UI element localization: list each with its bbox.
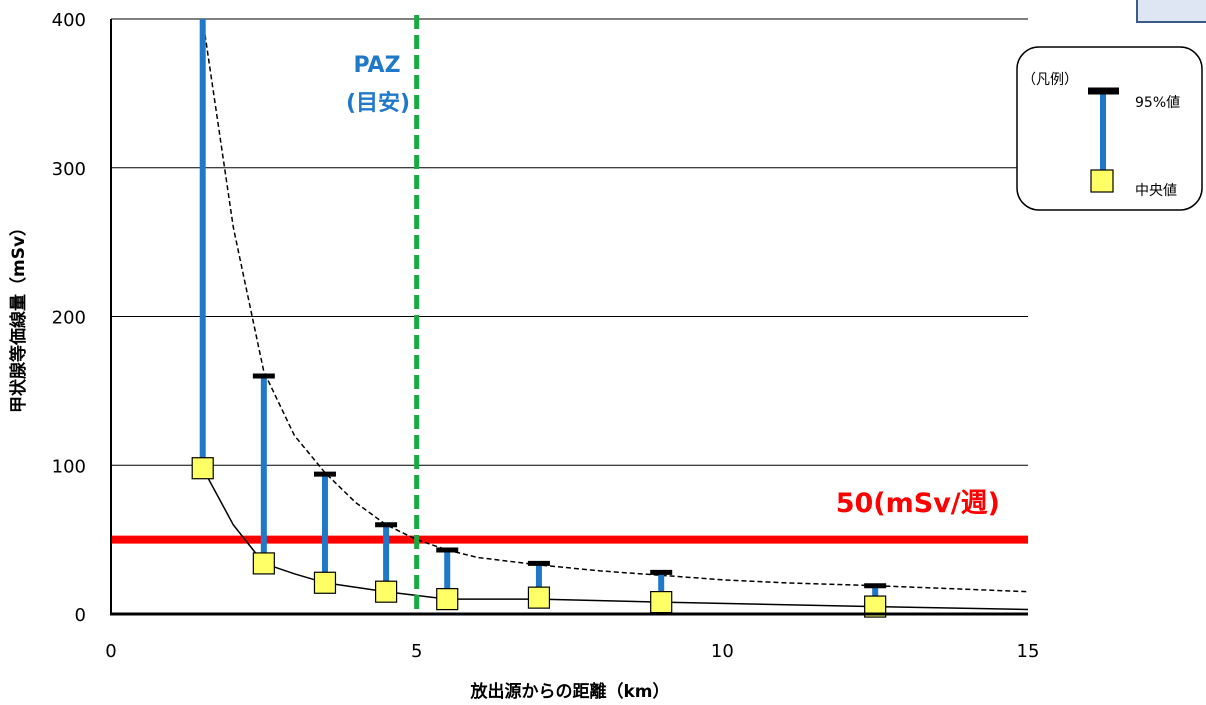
- x-tick-label-10: 10: [711, 641, 734, 662]
- paz-label: PAZ: [353, 53, 400, 78]
- legend: （凡例） 95%値 中央値: [1016, 46, 1203, 211]
- median-marker-5.5: [436, 588, 459, 611]
- median-marker-3.5: [313, 571, 337, 594]
- x-tick-label-0: 0: [105, 641, 116, 662]
- median-marker-7: [527, 586, 551, 609]
- grid-lines: [111, 18, 1028, 466]
- median-marker-2.5: [252, 552, 275, 575]
- legend-title: （凡例）: [1022, 72, 1078, 88]
- y-tick-label-300: 300: [52, 159, 86, 180]
- paz-sublabel: (目安): [346, 90, 410, 116]
- curve-95-percentile: [201, 18, 1029, 593]
- x-tick-label-15: 15: [1017, 641, 1040, 662]
- y-axis-title: 甲状腺等価線量（mSv）: [8, 219, 29, 413]
- legend-marker-icon: [1090, 169, 1114, 193]
- median-marker-4.5: [375, 580, 398, 603]
- median-marker-1.5: [191, 457, 214, 480]
- y-tick-label-100: 100: [52, 456, 86, 477]
- limit-label: 50(mSv/週): [836, 488, 1000, 519]
- y-tick-label-0: 0: [75, 605, 86, 626]
- tick-labels: 0 100 200 300 400 0 5 10 15: [52, 10, 1040, 662]
- median-marker-9: [650, 590, 673, 614]
- y-tick-label-400: 400: [52, 10, 86, 31]
- legend-item-95: 95%値: [1135, 95, 1180, 111]
- axes: [110, 19, 1028, 616]
- legend-item-median: 中央値: [1135, 183, 1177, 199]
- corner-box: [1136, 0, 1206, 23]
- legend-frame: [1016, 46, 1203, 211]
- range-bars: [191, 19, 887, 618]
- x-tick-label-5: 5: [411, 641, 422, 662]
- y-tick-label-200: 200: [52, 308, 86, 329]
- median-marker-12.5: [864, 595, 887, 618]
- x-axis-title: 放出源からの距離（km）: [469, 681, 669, 702]
